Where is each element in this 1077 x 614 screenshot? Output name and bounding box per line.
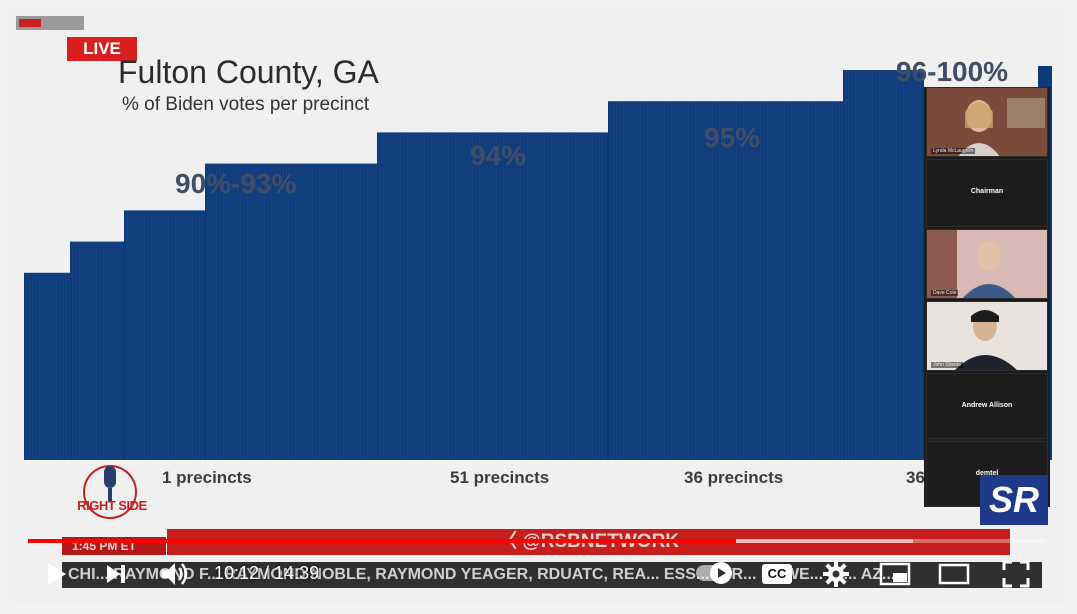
theater-icon [938, 563, 970, 585]
participant-video-2 [927, 230, 1047, 298]
participant-tile-chairman: Chairman [926, 159, 1048, 227]
mini-live-indicator [16, 16, 84, 30]
participant-tile-3: John Sheets [926, 301, 1048, 371]
precinct-count-3: 36 precincts [684, 468, 784, 487]
precinct-count-2: 51 precincts [450, 468, 550, 487]
group-label-90-93: 90%-93% [175, 168, 297, 199]
video-call-panel: Lynda McLaughlin Chairman Dave Cole [924, 87, 1050, 507]
precinct-count-1: 1 precincts [162, 468, 252, 487]
participant-label-chairman: Chairman [970, 188, 1004, 195]
participant-label-demtel: demtel [975, 470, 999, 477]
participant-label-andrew: Andrew Allison [961, 402, 1013, 409]
names-ticker: CHI... RAYMOND F... RAYMOND NOBLE, RAYMO… [62, 562, 1042, 588]
participant-video-3 [927, 302, 1047, 370]
logo-subtext [68, 512, 158, 518]
player-controls: 10:12 / 14:39 CC [10, 554, 1063, 594]
participant-tile-andrew: Andrew Allison [926, 373, 1048, 439]
precinct-count-4: 36 [906, 468, 925, 487]
chart-title: Fulton County, GA [118, 54, 379, 90]
group-label-94: 94% [470, 140, 527, 171]
bar-step-3 [124, 210, 205, 460]
bar-step-1 [24, 272, 70, 460]
next-button[interactable] [100, 558, 132, 590]
participant-tile-1: Lynda McLaughlin [926, 87, 1048, 157]
participant-tile-2: Dave Cole [926, 229, 1048, 299]
participant-video-1 [927, 88, 1047, 156]
participant-name-tag-2: Dave Cole [931, 290, 959, 296]
next-icon [107, 565, 125, 583]
video-frame: LIVE Fulton County, GA % of Biden votes … [10, 10, 1063, 604]
autoplay-play-icon [718, 568, 726, 578]
fullscreen-button[interactable] [1000, 558, 1032, 590]
chart-subtitle: % of Biden votes per precinct [122, 94, 370, 115]
autoplay-knob [710, 562, 732, 584]
mute-button[interactable] [158, 558, 190, 590]
bar-step-6 [608, 101, 843, 460]
bar-step-4 [205, 163, 377, 460]
live-badge: LIVE [67, 37, 137, 61]
miniplayer-icon [879, 562, 911, 586]
bar-step-5 [377, 132, 608, 460]
time-display: 10:12 / 14:39 [214, 563, 320, 583]
progress-played [28, 539, 736, 543]
play-icon [48, 563, 66, 585]
cc-button[interactable]: CC [762, 564, 792, 584]
group-label-96-100: 96-100% [896, 56, 1009, 87]
precinct-bar-chart [24, 66, 1052, 460]
sr-corner-logo: SR [980, 475, 1048, 525]
fullscreen-icon [1002, 560, 1030, 588]
group-label-95: 95% [704, 122, 761, 153]
autoplay-toggle[interactable] [696, 562, 732, 584]
right-side-microphone-logo [83, 465, 137, 519]
participant-name-tag-1: Lynda McLaughlin [931, 148, 976, 154]
progress-bar[interactable] [28, 539, 1045, 543]
play-button[interactable] [40, 558, 72, 590]
right-side-logo-text: RIGHT SIDE [77, 498, 147, 513]
bar-step-7 [843, 70, 924, 460]
participant-name-tag-3: John Sheets [931, 362, 963, 368]
settings-gear-icon [823, 561, 849, 587]
volume-icon [162, 563, 188, 585]
video-player[interactable]: LIVE Fulton County, GA % of Biden votes … [10, 10, 1063, 604]
theater-button[interactable] [938, 558, 970, 590]
settings-button[interactable] [820, 558, 852, 590]
miniplayer-button[interactable] [879, 558, 911, 590]
